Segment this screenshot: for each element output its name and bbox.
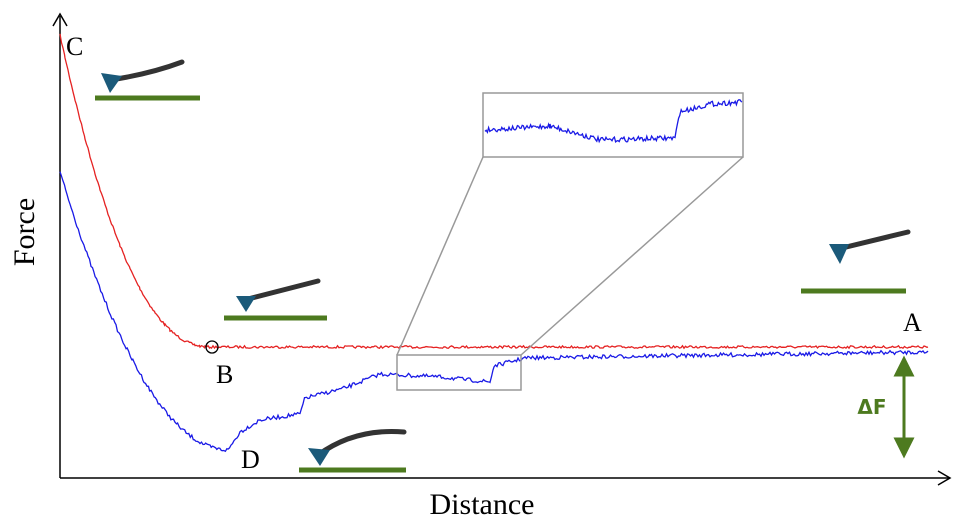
zoom-region [396,354,522,391]
y-axis-label: Force [8,198,41,266]
point-label: B [216,360,233,389]
y-axis-arrow [52,12,68,27]
point-label: A [903,308,922,337]
cantilever-icon [299,429,407,473]
x-axis-label: Distance [430,488,535,521]
cantilever-icon [224,278,327,321]
point-label: D [241,445,260,474]
retract-curve [59,171,929,453]
inset-trace [484,99,743,144]
point-marker [205,340,219,354]
delta-label: ΔF [857,395,886,419]
zoom-connector [520,156,744,356]
curves [59,33,929,453]
x-axis-arrow [937,470,952,486]
cantilever-icon [95,59,200,101]
point-label: C [66,32,83,61]
cantilever-icon [801,229,911,294]
zoom-inset [482,92,744,158]
inset-curve [484,99,743,144]
approach-curve [59,33,929,350]
zoom-connector [396,156,484,356]
